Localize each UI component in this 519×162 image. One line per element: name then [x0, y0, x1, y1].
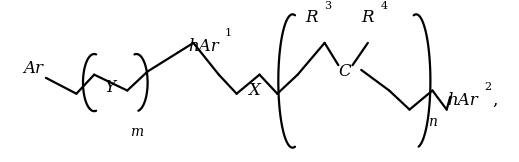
Text: 4: 4: [380, 1, 388, 11]
Text: 3: 3: [324, 1, 332, 11]
Text: hAr: hAr: [188, 38, 219, 55]
Text: Y: Y: [104, 79, 115, 96]
Text: Ar: Ar: [23, 60, 43, 77]
Text: R: R: [361, 9, 374, 26]
Text: 2: 2: [484, 82, 491, 92]
Text: hAr: hAr: [448, 92, 479, 109]
Text: C: C: [338, 63, 351, 80]
Text: R: R: [305, 9, 318, 26]
Text: n: n: [428, 115, 437, 129]
Text: 1: 1: [225, 28, 232, 38]
Text: X: X: [249, 82, 261, 99]
Text: ,: ,: [493, 92, 498, 109]
Text: m: m: [130, 125, 143, 139]
